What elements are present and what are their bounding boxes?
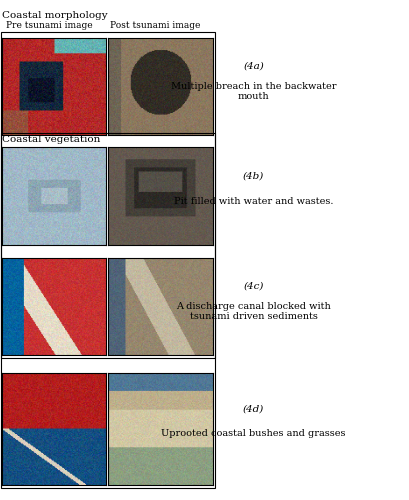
Text: Pre tsunami image: Pre tsunami image	[6, 21, 93, 30]
Text: Pit filled with water and wastes.: Pit filled with water and wastes.	[174, 196, 333, 206]
Text: (4b): (4b)	[243, 172, 264, 180]
Text: Multiple breach in the backwater
mouth: Multiple breach in the backwater mouth	[171, 82, 336, 101]
Text: Uprooted coastal bushes and grasses: Uprooted coastal bushes and grasses	[161, 429, 346, 438]
Text: A discharge canal blocked with
tsunami driven sediments: A discharge canal blocked with tsunami d…	[176, 302, 331, 321]
Text: Post tsunami image: Post tsunami image	[110, 21, 201, 30]
Text: Coastal morphology: Coastal morphology	[2, 11, 108, 20]
Text: (4c): (4c)	[243, 282, 264, 291]
Text: Coastal vegetation: Coastal vegetation	[2, 135, 101, 144]
Text: (4a): (4a)	[243, 62, 264, 70]
Text: (4d): (4d)	[243, 404, 264, 413]
